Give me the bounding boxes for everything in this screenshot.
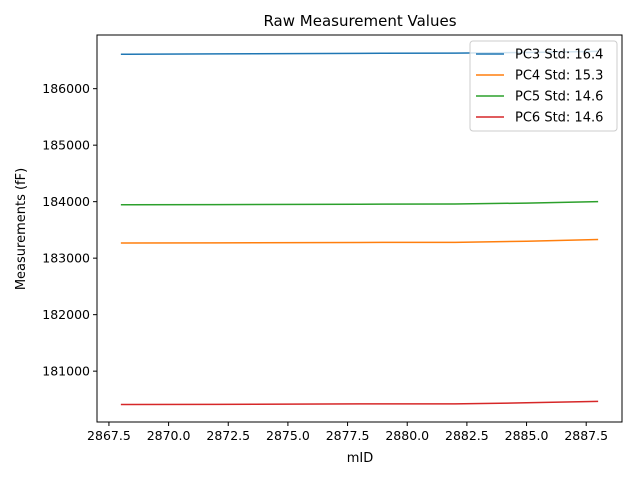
series-line-5 [120, 200, 599, 206]
series-line-6 [120, 400, 599, 406]
y-tick-label: 186000 [42, 81, 90, 96]
legend: PC3 Std: 16.4 PC4 Std: 15.3 PC5 Std: 14.6 P… [469, 40, 618, 132]
y-axis-label: Measurements (fF) [14, 168, 29, 290]
x-tick-label: 2875.0 [266, 428, 310, 443]
x-tick-label: 2882.5 [445, 428, 489, 443]
x-tick-label: 2880.0 [385, 428, 429, 443]
x-tick-label: 2870.0 [147, 428, 191, 443]
x-axis-label: mID [347, 451, 374, 466]
y-tick-label: 182000 [42, 307, 90, 322]
y-axis: 181000 182000 183000 184000 185000 186000 [42, 81, 97, 379]
chart-title: Raw Measurement Values [263, 12, 456, 30]
legend-entry: PC6 Std: 14.6 [515, 111, 603, 126]
series-line-4 [120, 238, 599, 244]
y-tick-label: 184000 [42, 194, 90, 209]
legend-box [469, 40, 618, 132]
x-tick-label: 2887.5 [564, 428, 608, 443]
legend-entry: PC5 Std: 14.6 [515, 90, 603, 105]
x-axis: 2867.5 2870.0 2872.5 2875.0 2877.5 2880.0 2882… [87, 422, 608, 443]
y-tick-label: 181000 [42, 364, 90, 379]
x-tick-label: 2867.5 [87, 428, 131, 443]
y-tick-label: 185000 [42, 138, 90, 153]
x-tick-label: 2885.0 [505, 428, 549, 443]
y-tick-label: 183000 [42, 251, 90, 266]
x-tick-label: 2877.5 [326, 428, 370, 443]
series-lines [120, 50, 599, 406]
legend-entry: PC4 Std: 15.3 [515, 69, 603, 84]
legend-entry: PC3 Std: 16.4 [515, 48, 603, 63]
axes-frame [96, 34, 623, 423]
x-tick-label: 2872.5 [206, 428, 250, 443]
